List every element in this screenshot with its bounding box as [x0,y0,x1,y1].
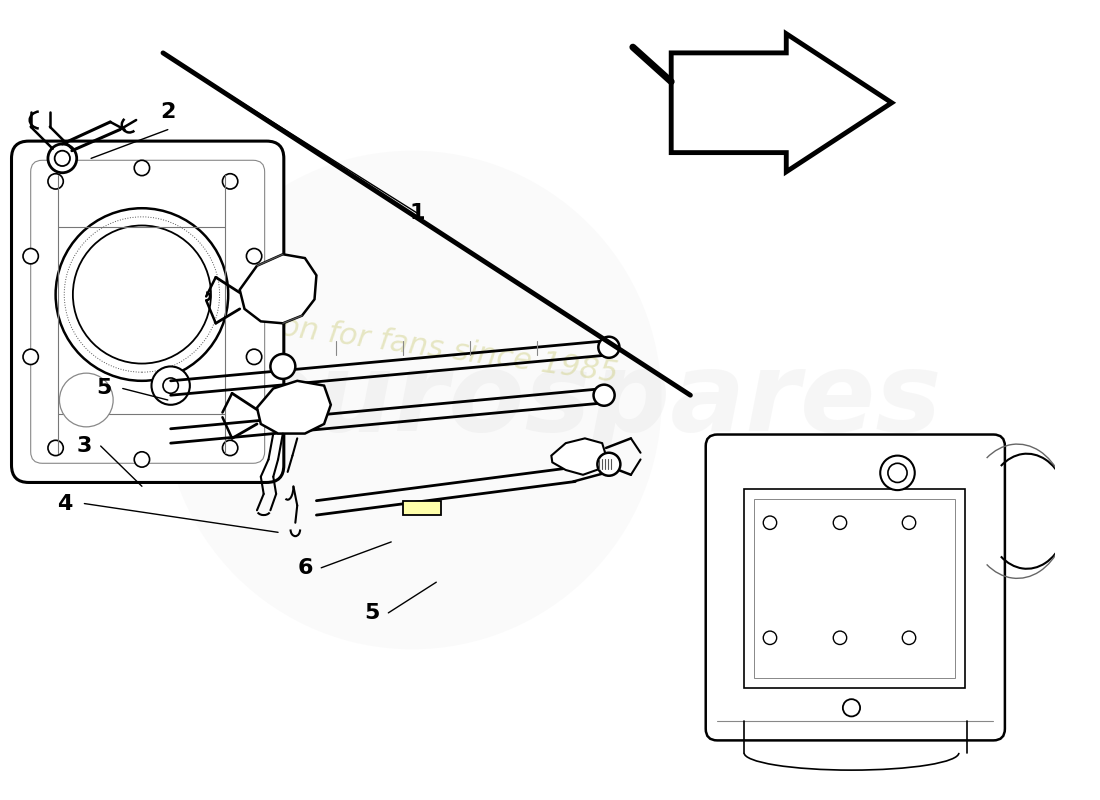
Circle shape [163,150,661,650]
Circle shape [763,631,777,645]
Circle shape [763,516,777,530]
Text: 4: 4 [57,494,73,514]
Circle shape [834,631,847,645]
Circle shape [48,440,64,456]
Polygon shape [551,438,606,474]
Circle shape [134,160,150,176]
Text: 2: 2 [161,102,176,122]
Polygon shape [240,254,317,323]
Circle shape [843,699,860,717]
Circle shape [902,631,915,645]
Text: a passion for fans since 1985: a passion for fans since 1985 [173,297,619,388]
Circle shape [73,226,211,363]
Circle shape [222,174,238,189]
Bar [744,489,965,688]
Text: 5: 5 [364,603,380,623]
Circle shape [888,463,907,482]
Circle shape [834,516,847,530]
Text: 1: 1 [409,203,425,223]
Polygon shape [403,501,441,515]
Text: 5: 5 [96,378,111,398]
Circle shape [594,385,615,406]
Circle shape [152,366,190,405]
Circle shape [163,378,178,394]
Bar [754,498,955,678]
Circle shape [597,453,620,476]
Circle shape [134,452,150,467]
Polygon shape [257,381,331,434]
Circle shape [880,456,915,490]
Polygon shape [671,34,892,172]
FancyBboxPatch shape [11,141,284,482]
Circle shape [59,373,113,427]
Circle shape [23,349,38,365]
Circle shape [23,249,38,264]
Circle shape [222,440,238,456]
Circle shape [55,150,70,166]
Text: 3: 3 [77,436,92,456]
Circle shape [48,174,64,189]
FancyBboxPatch shape [706,434,1005,740]
Circle shape [48,144,77,173]
Circle shape [56,208,228,381]
Text: 6: 6 [297,558,312,578]
Circle shape [902,516,915,530]
Text: eurospares: eurospares [240,346,943,454]
Circle shape [246,349,262,365]
Circle shape [271,354,295,379]
Circle shape [598,337,619,358]
Circle shape [246,249,262,264]
